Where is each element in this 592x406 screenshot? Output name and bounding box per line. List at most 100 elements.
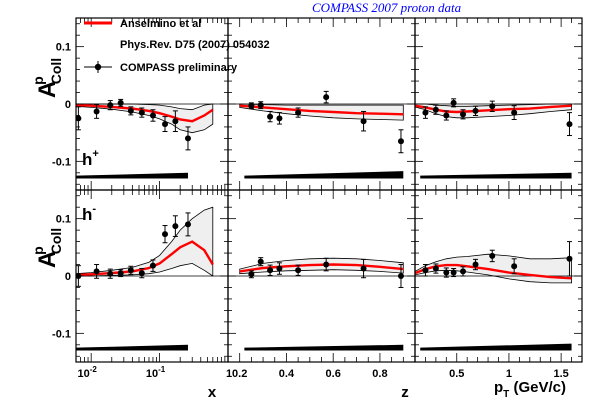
y-tick-label: 0	[65, 271, 71, 283]
data-point	[460, 111, 467, 118]
y-axis-label: Ap Coll	[30, 228, 64, 268]
data-point	[76, 115, 82, 122]
data-point	[443, 112, 450, 119]
x-tick-label: 0.4	[279, 368, 295, 380]
row-label: h+	[82, 148, 99, 169]
y-tick-label: -0.1	[52, 328, 71, 340]
data-point	[248, 102, 255, 109]
x-tick-label: 0.5	[449, 368, 464, 380]
data-point	[93, 108, 100, 115]
data-point	[360, 118, 367, 125]
systematic-band	[420, 172, 572, 179]
theory-curve	[415, 104, 572, 114]
y-tick-label: -0.1	[52, 156, 71, 168]
y-tick-label: 0	[65, 99, 71, 111]
data-point	[472, 107, 479, 114]
x-tick-label: 1	[226, 368, 232, 380]
x-axis-label-pt: pT (GeV/c)	[494, 379, 566, 400]
data-point	[566, 255, 573, 262]
data-point	[162, 121, 169, 128]
legend-theory-label: Anselmino et al	[120, 18, 201, 30]
data-point	[257, 258, 264, 265]
data-point	[397, 273, 404, 279]
data-point	[127, 107, 134, 114]
systematic-band	[244, 171, 404, 179]
data-point	[162, 231, 169, 238]
data-point	[432, 106, 439, 113]
y-axis-label: Ap Coll	[30, 58, 64, 98]
data-point	[257, 102, 264, 109]
data-point	[276, 115, 283, 122]
data-point	[489, 252, 496, 259]
data-point	[93, 268, 100, 275]
data-point	[422, 267, 429, 274]
x-tick-label: 0.6	[326, 368, 341, 380]
panel-hminus-z	[227, 189, 416, 363]
data-point	[422, 109, 429, 116]
panel-hplus-x	[75, 17, 229, 191]
theory-curve	[76, 103, 214, 123]
data-point	[117, 270, 124, 277]
data-point	[460, 268, 467, 275]
data-point	[184, 135, 191, 142]
x-axis-label-x: x	[208, 384, 217, 401]
figure-header: COMPASS 2007 proton data	[312, 0, 462, 15]
systematic-band	[244, 344, 404, 351]
data-point	[267, 113, 274, 120]
x-tick-label: 0.8	[372, 368, 387, 380]
data-point	[323, 261, 330, 268]
data-point	[107, 102, 114, 109]
x-tick-label: 0.2	[232, 368, 247, 380]
data-point	[489, 103, 496, 110]
y-tick-label: 0.1	[56, 42, 71, 54]
x-axis-label-z: z	[401, 384, 409, 401]
theory-curve	[239, 263, 404, 273]
data-point	[267, 267, 274, 274]
x-tick-label: 10-2	[77, 365, 97, 380]
data-point	[443, 269, 450, 276]
theory-curve	[415, 263, 572, 280]
panel-hminus-x	[75, 189, 229, 363]
data-point	[138, 109, 145, 116]
data-point	[472, 261, 479, 268]
legend-reference-label: Phys.Rev. D75 (2007) 054032	[120, 39, 270, 51]
data-point	[149, 112, 156, 119]
data-point	[511, 263, 518, 270]
data-point	[248, 271, 255, 278]
panel-hminus-pt	[414, 189, 583, 363]
systematic-band	[76, 172, 188, 179]
theory-curve	[76, 240, 214, 277]
panel-hplus-pt	[414, 17, 583, 191]
data-point	[397, 138, 404, 145]
data-point	[511, 109, 518, 116]
systematic-band	[76, 344, 188, 351]
data-point	[127, 267, 134, 274]
data-point	[107, 270, 114, 277]
data-point	[172, 223, 179, 230]
data-point	[172, 118, 179, 125]
data-point	[566, 121, 573, 128]
x-tick-label: 1	[506, 368, 512, 380]
data-point	[360, 265, 367, 272]
data-point	[450, 269, 457, 276]
data-point	[432, 265, 439, 272]
row-label: h-	[82, 203, 96, 224]
data-point	[149, 262, 156, 269]
x-tick-label: 1.5	[553, 368, 568, 380]
legend-data-label: COMPASS preliminary	[120, 62, 238, 74]
systematic-band	[420, 343, 572, 351]
data-point	[184, 221, 191, 228]
legend-data-marker	[94, 63, 102, 71]
x-tick-label: 10-1	[146, 365, 166, 380]
data-point	[276, 265, 283, 272]
legend: Anselmino et al Phys.Rev. D75 (2007) 0540…	[84, 18, 270, 74]
y-tick-label: 0.1	[56, 214, 71, 226]
data-point	[117, 99, 124, 106]
data-point	[295, 109, 302, 116]
data-point	[450, 99, 457, 106]
data-point	[323, 94, 330, 101]
data-point	[295, 267, 302, 274]
data-point	[138, 270, 145, 277]
theory-curve	[239, 104, 404, 116]
